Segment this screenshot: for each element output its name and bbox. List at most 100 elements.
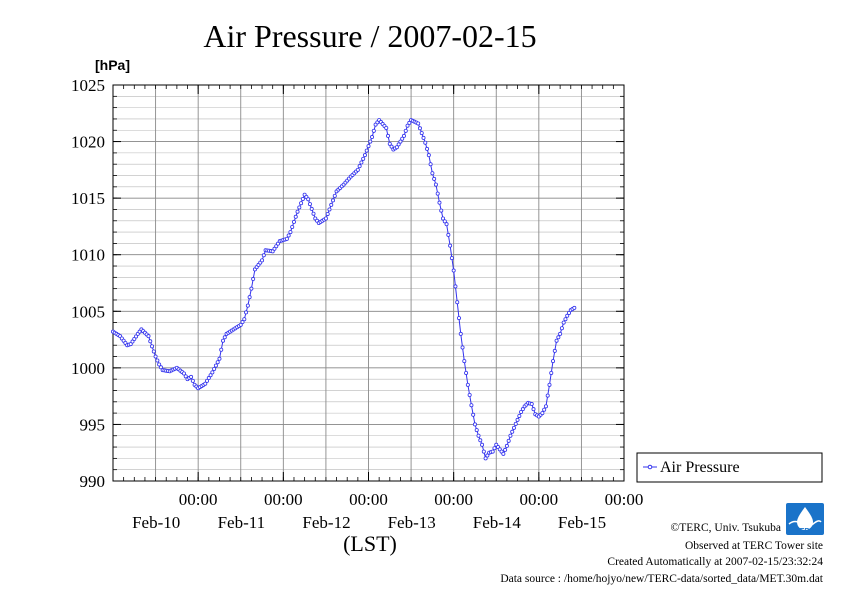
data-point bbox=[458, 331, 463, 336]
data-point bbox=[151, 349, 156, 354]
data-point bbox=[357, 164, 362, 169]
x-tick-date-label: Feb-11 bbox=[218, 513, 266, 532]
data-point bbox=[517, 413, 522, 418]
data-point bbox=[472, 422, 477, 427]
data-point bbox=[554, 338, 559, 343]
x-tick-date-label: Feb-12 bbox=[302, 513, 350, 532]
series-air-pressure bbox=[111, 118, 577, 461]
data-point bbox=[425, 146, 430, 151]
data-point bbox=[529, 402, 534, 407]
data-point bbox=[508, 433, 513, 438]
data-point bbox=[467, 393, 472, 398]
data-point bbox=[419, 131, 424, 136]
data-point bbox=[401, 133, 406, 138]
data-point bbox=[387, 141, 392, 146]
chart-title: Air Pressure / 2007-02-15 bbox=[203, 18, 536, 54]
data-point bbox=[261, 253, 266, 258]
data-point bbox=[556, 335, 561, 340]
data-point bbox=[384, 125, 389, 130]
data-point bbox=[471, 412, 476, 417]
data-point bbox=[205, 378, 210, 383]
y-tick-label: 1010 bbox=[71, 246, 105, 265]
data-point bbox=[355, 167, 360, 172]
data-point bbox=[504, 443, 509, 448]
legend-marker bbox=[647, 464, 653, 470]
data-point bbox=[432, 176, 437, 181]
data-point bbox=[217, 356, 222, 361]
data-point bbox=[455, 300, 460, 305]
data-point bbox=[465, 382, 470, 387]
data-point bbox=[359, 160, 364, 165]
data-point bbox=[215, 360, 220, 365]
data-point bbox=[545, 393, 550, 398]
data-point bbox=[448, 243, 453, 248]
data-point bbox=[286, 233, 291, 238]
data-point bbox=[400, 136, 405, 141]
data-point bbox=[389, 144, 394, 149]
data-point bbox=[453, 284, 458, 289]
data-point bbox=[386, 133, 391, 138]
data-point bbox=[295, 209, 300, 214]
data-source-text: Data source : /home/hojyo/new/TERC-data/… bbox=[500, 573, 823, 585]
data-point bbox=[549, 370, 554, 375]
data-point bbox=[134, 334, 139, 339]
data-point bbox=[329, 202, 334, 207]
terc-logo: TERC bbox=[786, 503, 824, 535]
data-point bbox=[572, 305, 577, 310]
data-point bbox=[153, 354, 158, 359]
data-point bbox=[394, 145, 399, 150]
data-point bbox=[221, 338, 226, 343]
observed-site-text: Observed at TERC Tower site bbox=[685, 540, 823, 552]
data-point bbox=[148, 339, 153, 344]
data-point bbox=[563, 317, 568, 322]
data-point bbox=[307, 202, 312, 207]
copyright-text: ©TERC, Univ. Tsukuba bbox=[671, 522, 781, 534]
data-point bbox=[371, 128, 376, 133]
data-point bbox=[325, 211, 330, 216]
data-point bbox=[469, 403, 474, 408]
data-point bbox=[462, 359, 467, 364]
data-point bbox=[428, 162, 433, 167]
data-point bbox=[146, 334, 151, 339]
data-point bbox=[155, 358, 160, 363]
y-tick-label: 1000 bbox=[71, 359, 105, 378]
data-point bbox=[293, 214, 298, 219]
data-point bbox=[128, 342, 133, 347]
data-point bbox=[284, 236, 289, 241]
data-point bbox=[511, 425, 516, 430]
data-point bbox=[370, 135, 375, 140]
data-point bbox=[437, 200, 442, 205]
data-point bbox=[290, 224, 295, 229]
y-tick-label: 1020 bbox=[71, 133, 105, 152]
data-point bbox=[490, 449, 495, 454]
data-point bbox=[417, 126, 422, 131]
data-point bbox=[478, 438, 483, 443]
x-tick-date-label: Feb-13 bbox=[388, 513, 436, 532]
data-point bbox=[157, 362, 162, 367]
data-point bbox=[210, 370, 215, 375]
data-point bbox=[520, 407, 525, 412]
data-point bbox=[332, 193, 337, 198]
data-point bbox=[222, 335, 227, 340]
data-point bbox=[247, 295, 252, 300]
y-axis-unit-label: [hPa] bbox=[95, 57, 130, 73]
data-point bbox=[476, 433, 481, 438]
axis-ticks bbox=[112, 84, 625, 482]
data-point bbox=[323, 216, 328, 221]
created-timestamp-text: Created Automatically at 2007-02-15/23:3… bbox=[607, 556, 823, 568]
data-point bbox=[421, 135, 426, 140]
data-point bbox=[543, 404, 548, 409]
data-point bbox=[510, 429, 515, 434]
data-point bbox=[407, 120, 412, 125]
data-point bbox=[485, 453, 490, 458]
data-point bbox=[368, 139, 373, 144]
x-tick-time-label: 00:00 bbox=[605, 490, 644, 509]
data-point bbox=[364, 148, 369, 153]
data-point bbox=[249, 286, 254, 291]
data-point bbox=[219, 347, 224, 352]
data-point bbox=[132, 337, 137, 342]
x-tick-date-label: Feb-15 bbox=[558, 513, 606, 532]
data-point bbox=[288, 230, 293, 235]
y-tick-label: 1025 bbox=[71, 76, 105, 95]
